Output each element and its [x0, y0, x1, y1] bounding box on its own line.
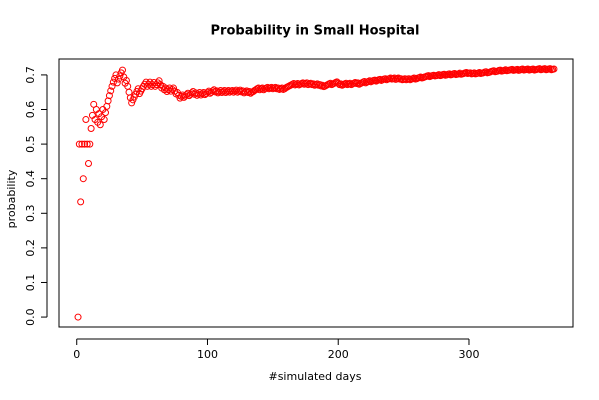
y-tick-label: 0.6 [24, 101, 37, 119]
point [550, 65, 558, 73]
point [107, 87, 115, 95]
x-tick-label: 0 [73, 348, 80, 361]
point [86, 140, 94, 148]
y-tick-label: 0.5 [24, 135, 37, 153]
point [96, 121, 104, 129]
point [75, 140, 83, 148]
y-tick-label: 0.3 [24, 205, 37, 223]
point [155, 77, 163, 85]
x-tick-label: 200 [328, 348, 349, 361]
y-tick-label: 0.0 [24, 308, 37, 326]
y-tick-label: 0.2 [24, 239, 37, 256]
x-axis-label: #simulated days [268, 370, 361, 383]
y-tick-label: 0.1 [24, 274, 37, 292]
chart-title: Probability in Small Hospital [211, 24, 420, 39]
point [109, 78, 117, 86]
point [81, 140, 89, 148]
point [405, 75, 413, 83]
point [108, 82, 116, 90]
point [376, 75, 384, 83]
x-tick-label: 300 [458, 348, 479, 361]
x-tick-label: 100 [197, 348, 218, 361]
point [103, 102, 111, 110]
point [100, 116, 108, 124]
point [78, 140, 86, 148]
point [424, 72, 432, 80]
point [401, 75, 409, 83]
point [351, 79, 359, 87]
y-tick-label: 0.7 [24, 66, 37, 84]
point [169, 84, 177, 92]
point [74, 313, 82, 321]
point [104, 97, 112, 105]
point [105, 92, 113, 100]
y-tick-label: 0.4 [24, 170, 37, 188]
point [79, 175, 87, 183]
point [77, 198, 85, 206]
point [116, 72, 124, 80]
point [125, 88, 133, 96]
point [83, 140, 91, 148]
point [381, 75, 389, 83]
point [118, 66, 126, 74]
plot-box [58, 58, 574, 328]
point [84, 159, 92, 167]
point [82, 116, 90, 124]
y-axis-label: probability [5, 169, 18, 228]
point [128, 99, 136, 107]
point [366, 77, 374, 85]
point [113, 79, 121, 87]
point [87, 125, 95, 133]
point [371, 76, 379, 84]
